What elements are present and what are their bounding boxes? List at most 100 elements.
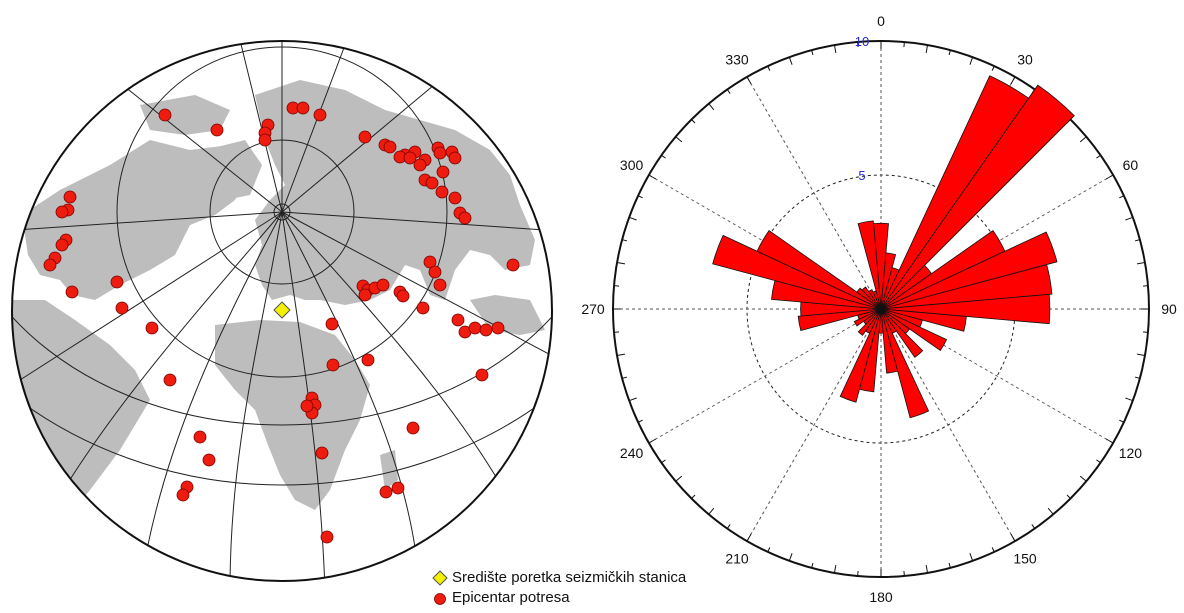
yellow-diamond-icon bbox=[430, 569, 452, 587]
legend-epicenter-row: Epicentar potresa bbox=[430, 588, 686, 608]
rose-tick bbox=[789, 57, 792, 65]
epicenter-marker bbox=[146, 322, 158, 334]
epicenter-marker bbox=[116, 302, 128, 314]
rose-tick bbox=[1011, 534, 1015, 541]
rose-tick bbox=[768, 547, 770, 552]
epicenter-marker bbox=[404, 152, 416, 164]
rose-tick bbox=[709, 508, 714, 514]
rose-angle-label: 240 bbox=[620, 445, 644, 461]
rose-tick bbox=[789, 553, 792, 561]
legend-station-row: Središte poretka seizmičkih stanica bbox=[430, 568, 686, 588]
epicenter-marker bbox=[397, 290, 409, 302]
epicenter-marker bbox=[452, 314, 464, 326]
epicenter-marker bbox=[164, 374, 176, 386]
rose-tick bbox=[1067, 495, 1071, 499]
rose-tick bbox=[727, 89, 730, 93]
epicenter-marker bbox=[469, 322, 481, 334]
rose-tick bbox=[970, 553, 973, 561]
epicenter-marker bbox=[429, 266, 441, 278]
rose-tick bbox=[1137, 354, 1145, 355]
epicenter-marker bbox=[414, 159, 426, 171]
epicenter-marker bbox=[492, 322, 504, 334]
epicenter-marker bbox=[64, 191, 76, 203]
epicenter-marker bbox=[507, 259, 519, 271]
epicenter-marker bbox=[380, 486, 392, 498]
epicenter-marker bbox=[392, 482, 404, 494]
rose-radial-label: 10 bbox=[855, 34, 869, 49]
rose-tick bbox=[649, 439, 656, 443]
epicenter-marker bbox=[111, 276, 123, 288]
epicenter-marker bbox=[259, 134, 271, 146]
epicenter-marker bbox=[56, 239, 68, 251]
epicenter-marker bbox=[362, 354, 374, 366]
rose-tick bbox=[691, 119, 695, 123]
rose-tick bbox=[768, 66, 770, 71]
rose-spoke bbox=[649, 309, 881, 443]
red-circle-icon bbox=[430, 589, 452, 607]
epicenter-marker bbox=[326, 318, 338, 330]
rose-tick bbox=[1032, 524, 1035, 528]
rose-tick bbox=[926, 45, 927, 53]
epicenter-marker bbox=[480, 324, 492, 336]
legend: Središte poretka seizmičkih stanica Epic… bbox=[430, 568, 686, 608]
epicenter-marker bbox=[434, 279, 446, 291]
rose-tick bbox=[926, 565, 927, 573]
rose-tick bbox=[676, 476, 682, 481]
rose-angle-label: 60 bbox=[1123, 157, 1139, 173]
epicenter-marker bbox=[159, 109, 171, 121]
rose-tick bbox=[747, 534, 751, 541]
rose-angle-label: 300 bbox=[620, 157, 644, 173]
rose-tick bbox=[638, 420, 643, 422]
epicenter-marker bbox=[359, 289, 371, 301]
rose-tick bbox=[1106, 175, 1113, 179]
rose-tick bbox=[676, 137, 682, 142]
epicenter-marker bbox=[407, 422, 419, 434]
epicenter-marker bbox=[436, 186, 448, 198]
rose-tick bbox=[1080, 476, 1086, 481]
epicenter-marker bbox=[377, 279, 389, 291]
epicenter-marker bbox=[327, 359, 339, 371]
rose-tick bbox=[1096, 460, 1100, 463]
rose-angle-label: 150 bbox=[1013, 550, 1037, 566]
legend-epicenter-label: Epicentar potresa bbox=[452, 588, 570, 608]
rose-tick bbox=[661, 155, 665, 158]
epicenter-marker bbox=[449, 192, 461, 204]
epicenter-marker bbox=[301, 400, 313, 412]
rose-tick bbox=[649, 175, 656, 179]
rose-tick bbox=[709, 104, 714, 110]
epicenter-marker bbox=[417, 302, 429, 314]
rose-tick bbox=[727, 524, 730, 528]
epicenter-marker bbox=[459, 212, 471, 224]
rose-tick bbox=[1119, 196, 1124, 198]
epicenter-marker bbox=[426, 177, 438, 189]
rose-tick bbox=[1137, 262, 1145, 263]
epicenter-marker bbox=[321, 531, 333, 543]
epicenter-marker bbox=[44, 259, 56, 271]
rose-angle-label: 180 bbox=[869, 589, 893, 605]
rose-tick bbox=[1011, 77, 1015, 84]
epicenter-marker bbox=[203, 454, 215, 466]
rose-tick bbox=[1048, 508, 1053, 514]
rose-tick bbox=[617, 354, 625, 355]
rose-radial-label: 5 bbox=[858, 168, 865, 183]
rose-tick bbox=[992, 66, 994, 71]
rose-tick bbox=[992, 547, 994, 552]
epicenter-marker bbox=[359, 131, 371, 143]
epicenter-marker bbox=[194, 431, 206, 443]
azimuthal-map bbox=[0, 0, 560, 609]
rose-tick bbox=[629, 398, 637, 401]
rose-bars bbox=[713, 76, 1075, 418]
rose-tick bbox=[1106, 439, 1113, 443]
rose-tick bbox=[1119, 420, 1124, 422]
rose-angle-label: 270 bbox=[581, 301, 605, 317]
rose-tick bbox=[691, 495, 695, 499]
rose-tick bbox=[1125, 217, 1133, 220]
epicenter-marker bbox=[56, 206, 68, 218]
epicenter-marker bbox=[314, 109, 326, 121]
epicenter-marker bbox=[449, 152, 461, 164]
rose-angle-label: 210 bbox=[725, 550, 749, 566]
epicenter-marker bbox=[211, 124, 223, 136]
rose-tick bbox=[970, 57, 973, 65]
rose-angle-label: 0 bbox=[877, 13, 885, 29]
